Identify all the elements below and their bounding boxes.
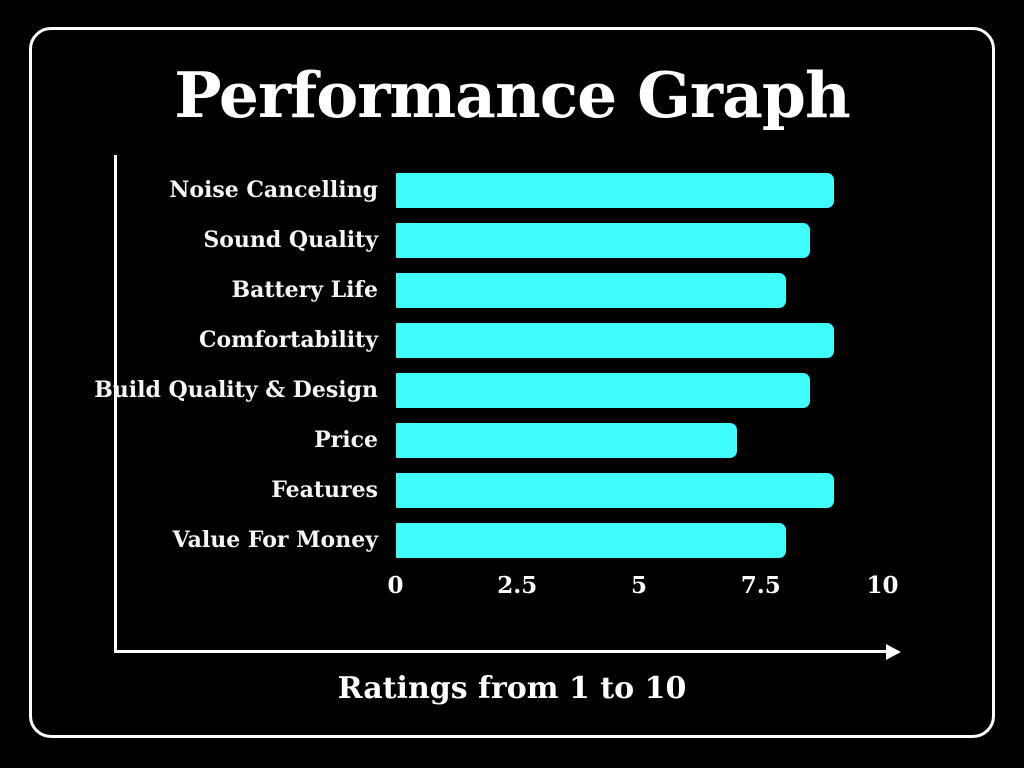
x-axis-caption: Ratings from 1 to 10 xyxy=(337,671,687,706)
x-tick-label: 5 xyxy=(630,572,648,599)
bar xyxy=(396,323,834,358)
bar-row: Build Quality & Design xyxy=(0,373,1024,408)
bar-row: Sound Quality xyxy=(0,223,1024,258)
bar-row: Comfortability xyxy=(0,323,1024,358)
category-label: Build Quality & Design xyxy=(94,377,378,403)
bar xyxy=(396,173,834,208)
x-tick-label: 7.5 xyxy=(740,572,781,599)
x-axis-line xyxy=(114,650,888,653)
category-label: Battery Life xyxy=(231,277,379,303)
bar-row: Features xyxy=(0,473,1024,508)
bar-row: Noise Cancelling xyxy=(0,173,1024,208)
category-label: Features xyxy=(271,477,378,503)
chart-title: Performance Graph xyxy=(174,58,851,132)
bar xyxy=(396,223,810,258)
bar-row: Price xyxy=(0,423,1024,458)
bar-row: Battery Life xyxy=(0,273,1024,308)
bar xyxy=(396,423,737,458)
bar xyxy=(396,523,786,558)
bar-row: Value For Money xyxy=(0,523,1024,558)
category-label: Noise Cancelling xyxy=(169,177,378,203)
category-label: Comfortability xyxy=(198,327,378,353)
x-axis-arrow-icon xyxy=(886,643,901,660)
bar xyxy=(396,473,834,508)
x-tick-label: 0 xyxy=(387,572,404,599)
category-label: Sound Quality xyxy=(203,227,378,253)
x-tick-label: 10 xyxy=(866,572,899,599)
y-axis-line xyxy=(114,155,117,652)
bar xyxy=(396,373,810,408)
outer-frame-border xyxy=(29,27,995,738)
category-label: Value For Money xyxy=(172,527,378,553)
x-tick-label: 2.5 xyxy=(497,572,538,599)
category-label: Price xyxy=(314,427,378,453)
bar xyxy=(396,273,786,308)
